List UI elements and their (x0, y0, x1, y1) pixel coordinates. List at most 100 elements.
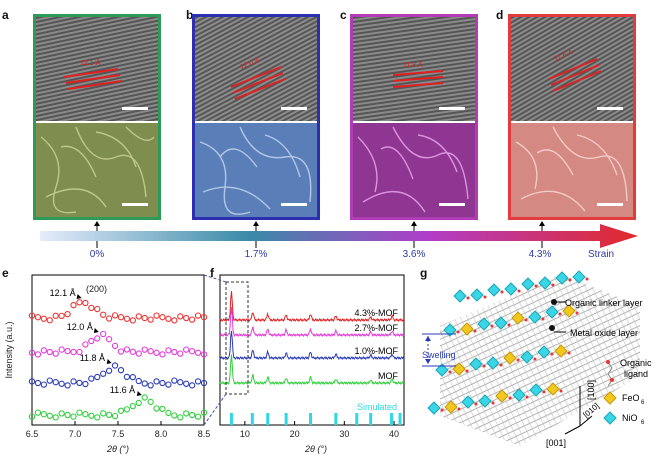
chart-e-label-arrow (93, 328, 99, 333)
oxygen-atom (474, 402, 478, 406)
octahedron-icon (469, 357, 483, 371)
chart-e-point (76, 379, 83, 387)
chart-e-point (28, 378, 36, 385)
chart-e-point (28, 349, 36, 356)
chart-f-tick-label: 10 (240, 429, 250, 439)
chart-e-point (100, 311, 107, 318)
chart-e-point (82, 299, 89, 307)
chart-f-series-label: 4.3%-MOF (354, 308, 398, 318)
chart-e-series-label: 11.8 Å (80, 353, 105, 363)
chart-e-point (194, 349, 202, 356)
chart-e-point (105, 315, 113, 322)
oxygen-atom (508, 396, 512, 400)
lattice-a: 12.1 Å (80, 58, 101, 67)
chart-f-zoom-box (225, 281, 249, 395)
chart-e-point (70, 301, 77, 309)
chart-e-point (147, 348, 154, 355)
chart-e-point (100, 330, 107, 338)
chart-e-point (52, 379, 59, 386)
chart-e-point (52, 414, 59, 421)
chart-e-point (52, 312, 59, 319)
chart-e-point (123, 406, 131, 413)
panel-label-a: a (2, 8, 9, 22)
octahedron-icon (494, 316, 508, 330)
chart-e-point (40, 411, 48, 418)
chart-e-point (123, 373, 131, 381)
oxide-layer-label: Metal oxide layer (570, 328, 638, 338)
structure-g: Swelling Organic linker layer Metal oxid… (422, 270, 652, 448)
octahedron-icon (521, 277, 535, 291)
chart-e-point (94, 335, 101, 342)
chart-e-point (111, 312, 119, 319)
chart-e-point (46, 317, 53, 324)
micrograph-c: 11.8 Å (350, 14, 478, 220)
chart-e-point (64, 411, 71, 419)
chart-e-tick-label: 7.0 (69, 429, 82, 439)
octahedron-icon (477, 317, 491, 331)
chart-e-point (40, 347, 48, 354)
chart-e-point (153, 405, 160, 412)
chart-e-point (147, 398, 154, 405)
chart-e-point (165, 409, 172, 417)
chart-e-point (153, 378, 160, 385)
chart-e-point (64, 347, 71, 355)
chart-e-point (165, 381, 172, 388)
chart-e-point (76, 348, 83, 356)
oxygen-atom (551, 283, 555, 287)
chart-e-point (64, 382, 71, 389)
chart-e-point (171, 348, 178, 356)
chart-e-point (58, 346, 65, 353)
chart-f-simulated-bar (355, 413, 359, 425)
chart-e-point (177, 350, 184, 357)
chart-e-point (46, 412, 53, 419)
chart-e-point (159, 379, 166, 387)
chart-e-point (177, 313, 184, 320)
octahedron-icon (537, 345, 551, 359)
strain-label: Strain (588, 249, 615, 260)
chart-e-tick-label: 6.5 (26, 429, 39, 439)
chart-e-point (111, 342, 119, 350)
chart-e-point (105, 411, 113, 419)
octahedron-icon (555, 271, 569, 285)
oxygen-atom (456, 330, 460, 334)
oxygen-atom (558, 312, 562, 316)
chart-e-point (183, 346, 190, 353)
oxygen-atom (465, 369, 469, 373)
chart-e-xlabel: 2θ (°) (106, 444, 129, 454)
chart-e-point (135, 399, 142, 407)
octahedron-icon (453, 289, 467, 303)
chart-e-point (64, 310, 71, 318)
strain-value-d: 4.3% (528, 249, 552, 260)
chart-f-simulated-bar (229, 413, 233, 425)
panel-label-d: d (496, 8, 504, 22)
panel-label-b: b (186, 8, 194, 22)
micrograph-b: 12.0 Å (192, 14, 320, 220)
chart-e-point (188, 348, 196, 355)
oxygen-atom (473, 329, 477, 333)
chart-e-point (58, 312, 65, 320)
chart-e-point (117, 407, 125, 414)
chart-f-simulated-bar (266, 413, 270, 425)
chart-f-simulated-bar (390, 413, 394, 425)
chart-e-point (129, 373, 136, 381)
chart-e-point (141, 380, 148, 387)
oxygen-atom (466, 296, 470, 300)
chart-e-point (111, 362, 119, 369)
chart-e-point (188, 411, 196, 419)
chart-f-simulated-bar (334, 413, 338, 425)
chart-e-point (94, 373, 101, 381)
octahedron-icon (512, 388, 526, 402)
chart-e-point (76, 299, 83, 306)
chart-e-point (194, 413, 202, 420)
chart-f-series-line (219, 354, 405, 386)
chart-f-tick-label: 20 (290, 429, 300, 439)
chart-e-point (159, 351, 166, 358)
chart-e-point (117, 314, 125, 321)
ligand-label-1: Organic (620, 358, 652, 368)
chart-f-series-line (219, 291, 405, 323)
chart-f-series-line (219, 331, 405, 360)
oxygen-atom (533, 357, 537, 361)
oxygen-atom (585, 277, 589, 281)
chart-e-tick-label: 8.0 (155, 429, 168, 439)
micrograph-b-art: 12.0 Å (195, 17, 317, 217)
